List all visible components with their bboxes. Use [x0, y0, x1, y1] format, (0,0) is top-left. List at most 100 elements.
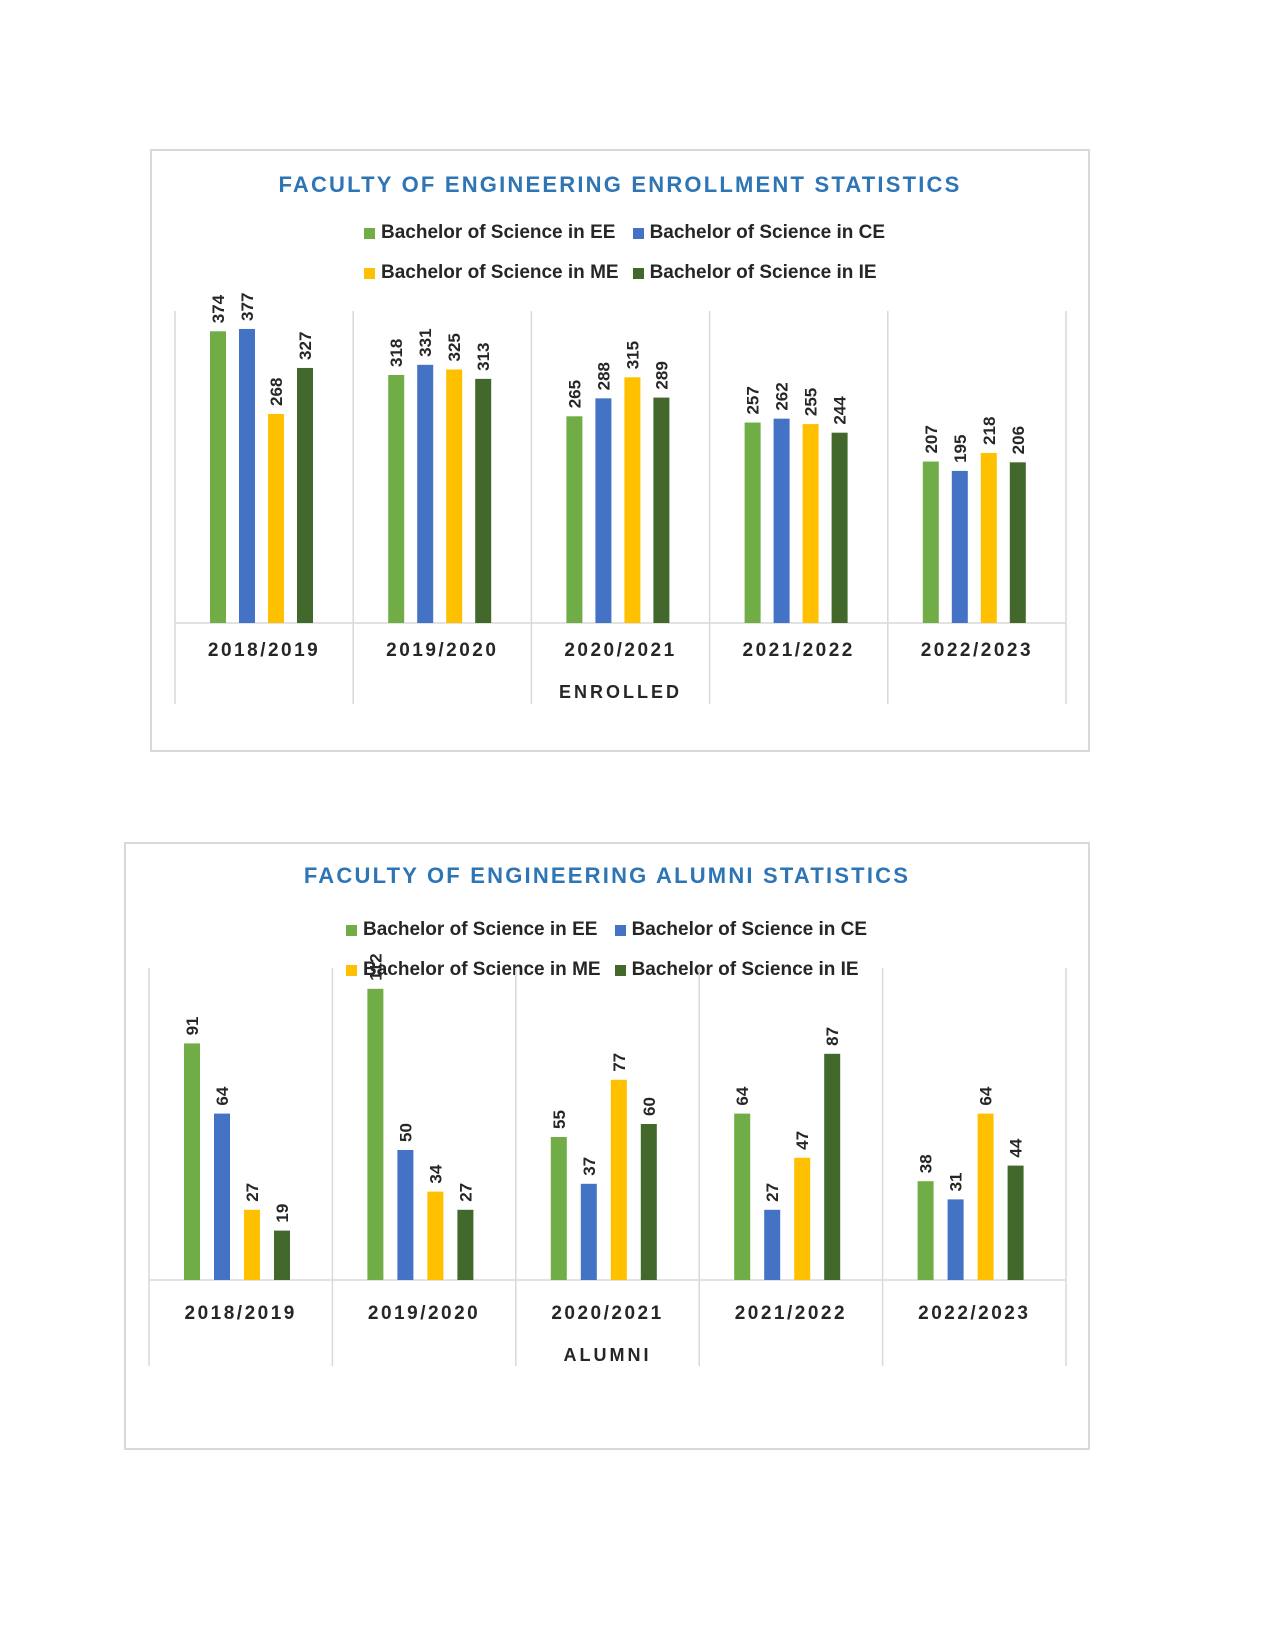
bar	[595, 398, 612, 623]
legend-label: Bachelor of Science in CE	[649, 222, 886, 243]
data-label: 262	[773, 382, 792, 410]
data-label: 64	[213, 1086, 232, 1105]
x-tick-label: 2019/2020	[368, 1303, 480, 1324]
data-label: 44	[1007, 1138, 1026, 1157]
data-label: 27	[243, 1183, 262, 1202]
bar	[802, 424, 819, 623]
bar	[184, 1043, 200, 1280]
legend-label: Bachelor of Science in ME	[363, 959, 601, 980]
legend-swatch	[364, 267, 375, 279]
bar	[624, 377, 641, 623]
data-label: 255	[802, 388, 821, 416]
bar	[388, 374, 405, 623]
bar	[550, 1137, 567, 1280]
data-label: 19	[273, 1204, 292, 1223]
x-tick-label: 2019/2020	[386, 640, 498, 661]
data-label: 374	[209, 294, 228, 323]
legend-swatch	[346, 964, 357, 976]
legend-swatch	[632, 267, 644, 279]
x-tick-label: 2021/2022	[735, 1303, 847, 1324]
bar	[640, 1124, 657, 1280]
legend-label: Bachelor of Science in EE	[381, 222, 616, 243]
bar	[917, 1181, 934, 1280]
data-label: 37	[580, 1157, 599, 1176]
bar	[794, 1157, 811, 1280]
x-tick-label: 2018/2019	[208, 640, 320, 661]
legend-item-me: Bachelor of Science in ME	[346, 959, 601, 981]
data-label: 268	[267, 378, 286, 406]
x-tick-label: 2020/2021	[564, 640, 676, 661]
legend-swatch	[364, 227, 375, 239]
bar	[268, 413, 284, 623]
bar	[764, 1209, 781, 1280]
data-label: 50	[396, 1123, 415, 1142]
data-label: 34	[426, 1164, 445, 1183]
data-label: 325	[445, 333, 464, 361]
bar	[274, 1230, 290, 1280]
data-label: 77	[610, 1053, 629, 1072]
bar	[653, 397, 670, 623]
bar	[297, 367, 313, 623]
data-label: 38	[917, 1154, 936, 1173]
data-label: 60	[640, 1097, 659, 1116]
data-label: 265	[565, 380, 584, 408]
chart-legend: Bachelor of Science in EE Bachelor of Sc…	[364, 222, 885, 284]
data-label: 64	[733, 1086, 752, 1105]
data-label: 315	[623, 341, 642, 369]
bar	[824, 1053, 841, 1280]
data-label: 244	[831, 396, 850, 425]
bar	[244, 1209, 260, 1280]
legend-swatch	[632, 227, 644, 239]
bar	[734, 1113, 751, 1280]
data-label: 27	[456, 1183, 475, 1202]
legend-label: Bachelor of Science in IE	[649, 262, 877, 283]
x-axis-title: ENROLLED	[559, 682, 682, 702]
x-tick-label: 2021/2022	[743, 640, 855, 661]
data-label: 27	[763, 1183, 782, 1202]
data-label: 331	[416, 328, 435, 356]
legend-swatch	[614, 964, 626, 976]
enrollment-plot-area: 374 377 268 327 2018/2019 318 331 325 313 2019/20…	[174, 293, 1067, 704]
bar	[744, 422, 761, 623]
legend-label: Bachelor of Science in CE	[631, 919, 868, 940]
data-label: 313	[474, 342, 493, 370]
x-axis-title: ALUMNI	[564, 1345, 652, 1365]
legend-swatch	[614, 924, 626, 936]
legend-label: Bachelor of Science in ME	[381, 262, 619, 283]
data-label: 55	[550, 1110, 569, 1129]
data-label: 207	[922, 425, 941, 453]
bar	[566, 416, 583, 623]
bar	[1007, 1165, 1024, 1280]
data-label: 257	[744, 386, 763, 414]
x-tick-label: 2020/2021	[551, 1303, 663, 1324]
x-tick-label: 2022/2023	[918, 1303, 1030, 1324]
data-label: 195	[951, 435, 970, 463]
bar	[446, 369, 463, 623]
x-tick-label: 2022/2023	[921, 640, 1033, 661]
data-label: 327	[296, 332, 315, 360]
bar	[239, 328, 255, 623]
data-label: 91	[183, 1016, 202, 1035]
legend-item-ce: Bachelor of Science in CE	[632, 222, 886, 244]
bar	[951, 470, 968, 623]
legend-item-ie: Bachelor of Science in IE	[632, 262, 885, 284]
bar	[397, 1150, 414, 1280]
legend-item-ee: Bachelor of Science in EE	[346, 919, 601, 941]
data-label: 288	[594, 362, 613, 390]
data-label: 64	[977, 1086, 996, 1105]
bar	[417, 364, 434, 623]
data-label: 47	[793, 1131, 812, 1150]
bar	[610, 1079, 627, 1280]
data-label: 318	[387, 339, 406, 367]
legend-label: Bachelor of Science in IE	[631, 959, 859, 980]
bar	[1009, 462, 1026, 623]
x-tick-label: 2018/2019	[185, 1303, 297, 1324]
data-label: 289	[652, 361, 671, 389]
bar	[367, 988, 384, 1280]
data-label: 206	[1009, 426, 1028, 454]
legend-item-me: Bachelor of Science in ME	[364, 262, 619, 284]
bar	[214, 1113, 230, 1280]
bar	[922, 461, 939, 623]
bar	[947, 1199, 964, 1280]
legend-label: Bachelor of Science in EE	[363, 919, 598, 940]
